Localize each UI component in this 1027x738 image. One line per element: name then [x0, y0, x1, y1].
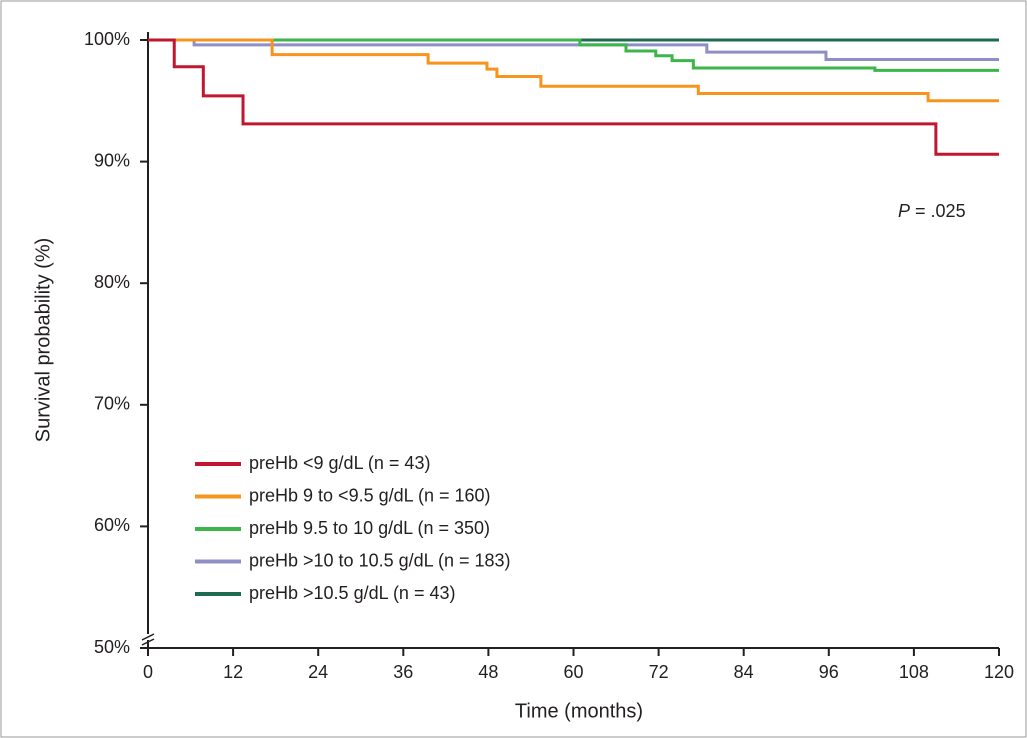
legend-label: preHb 9.5 to 10 g/dL (n = 350)	[249, 518, 490, 538]
legend-label: preHb 9 to <9.5 g/dL (n = 160)	[249, 485, 491, 505]
x-tick-label: 0	[143, 662, 153, 682]
axis-break	[141, 638, 155, 646]
y-tick-label: 60%	[94, 515, 130, 535]
legend-label: preHb >10.5 g/dL (n = 43)	[249, 583, 455, 603]
y-tick-label: 100%	[84, 29, 130, 49]
x-tick-label: 48	[478, 662, 498, 682]
y-tick-label: 90%	[94, 150, 130, 170]
x-tick-label: 60	[563, 662, 583, 682]
survival-line	[148, 38, 999, 72]
y-axis-title: Survival probability (%)	[32, 238, 54, 443]
x-tick-label: 12	[223, 662, 243, 682]
y-tick-label: 70%	[94, 394, 130, 414]
annotation-italic: P	[898, 201, 910, 221]
legend-label: preHb >10 to 10.5 g/dL (n = 183)	[249, 550, 511, 570]
x-tick-label: 96	[819, 662, 839, 682]
annotation: P = .025	[898, 201, 966, 221]
y-tick-label: 80%	[94, 272, 130, 292]
survival-line	[148, 38, 999, 156]
survival-line	[148, 38, 999, 61]
survival-line	[148, 38, 999, 103]
legend-label: preHb <9 g/dL (n = 43)	[249, 453, 430, 473]
x-axis-title: Time (months)	[515, 700, 643, 722]
x-tick-label: 36	[393, 662, 413, 682]
x-tick-label: 108	[899, 662, 929, 682]
x-tick-label: 24	[308, 662, 328, 682]
x-tick-label: 84	[734, 662, 754, 682]
x-tick-label: 72	[649, 662, 669, 682]
y-tick-label: 50%	[94, 637, 130, 657]
annotation-text: = .025	[915, 201, 966, 221]
axis-break	[141, 633, 155, 641]
x-tick-label: 120	[984, 662, 1014, 682]
